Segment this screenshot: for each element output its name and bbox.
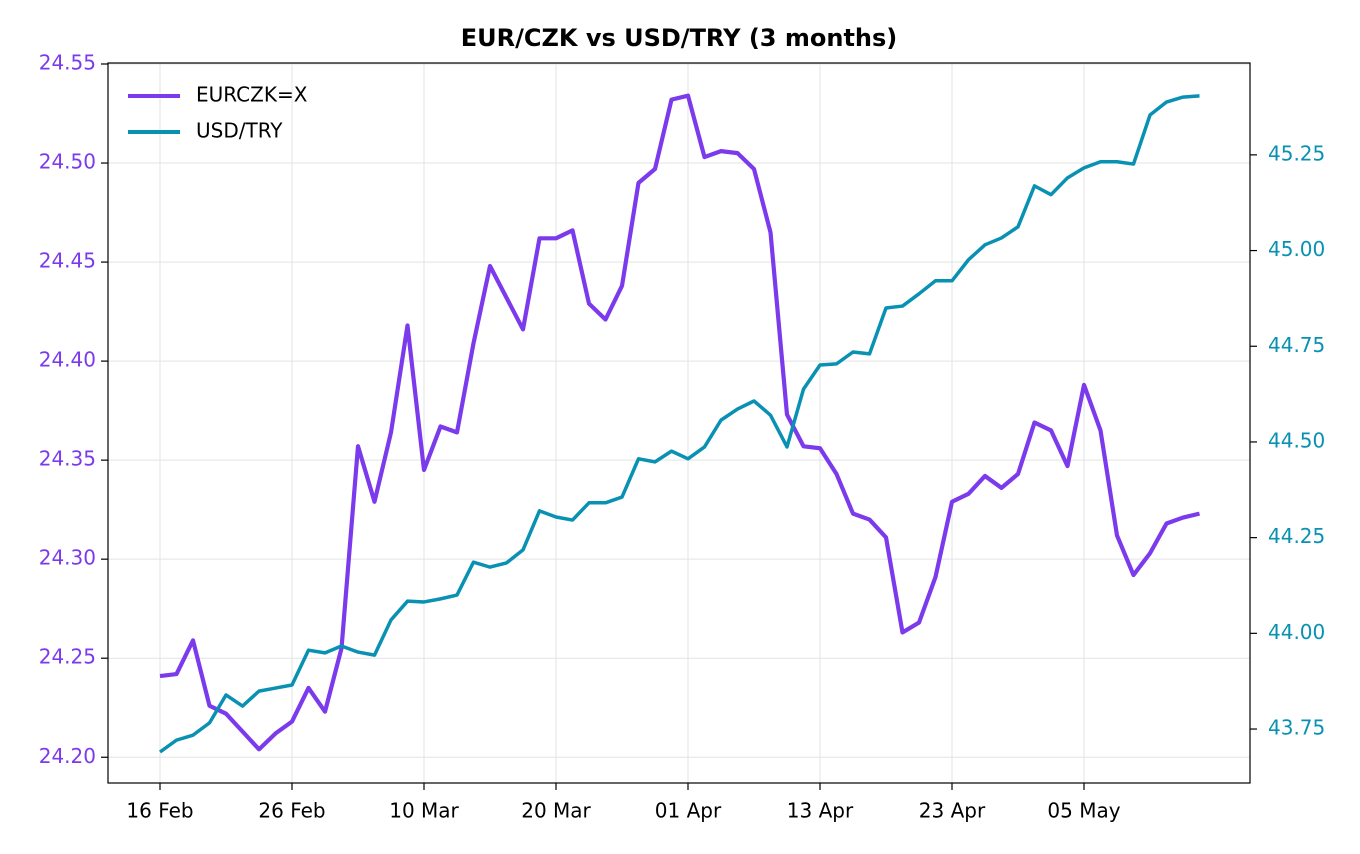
x-tick-label: 01 Apr bbox=[655, 799, 722, 823]
y2-tick-label: 43.75 bbox=[1268, 716, 1325, 740]
y-tick-label: 24.50 bbox=[39, 150, 96, 174]
x-tick-label: 23 Apr bbox=[919, 799, 986, 823]
x-tick-label: 10 Mar bbox=[389, 799, 459, 823]
series-line bbox=[159, 93, 1200, 752]
x-tick-label: 20 Mar bbox=[521, 799, 591, 823]
y-tick-label: 24.40 bbox=[39, 348, 96, 372]
y-tick-label: 24.55 bbox=[39, 50, 96, 74]
y-tick-label: 24.35 bbox=[39, 447, 96, 471]
y-tick-label: 24.20 bbox=[39, 744, 96, 768]
x-tick-label: 05 May bbox=[1047, 799, 1120, 823]
y2-tick-label: 44.75 bbox=[1268, 333, 1325, 357]
plot-frame bbox=[107, 62, 1251, 784]
legend-label: USD/TRY bbox=[196, 119, 283, 143]
x-tick-label: 26 Feb bbox=[258, 799, 325, 823]
y2-tick-label: 44.50 bbox=[1268, 428, 1325, 452]
chart-title: EUR/CZK vs USD/TRY (3 months) bbox=[461, 24, 898, 52]
y-tick-label: 24.30 bbox=[39, 546, 96, 570]
y2-tick-label: 44.25 bbox=[1268, 524, 1325, 548]
y2-tick-label: 45.00 bbox=[1268, 237, 1325, 261]
y-tick-label: 24.25 bbox=[39, 645, 96, 669]
x-tick-label: 13 Apr bbox=[787, 799, 854, 823]
y2-tick-label: 45.25 bbox=[1268, 141, 1325, 165]
y2-tick-label: 44.00 bbox=[1268, 620, 1325, 644]
series-line bbox=[158, 94, 1200, 754]
x-tick-label: 16 Feb bbox=[126, 799, 193, 823]
y-tick-label: 24.45 bbox=[39, 249, 96, 273]
legend-label: EURCZK=X bbox=[196, 83, 308, 107]
